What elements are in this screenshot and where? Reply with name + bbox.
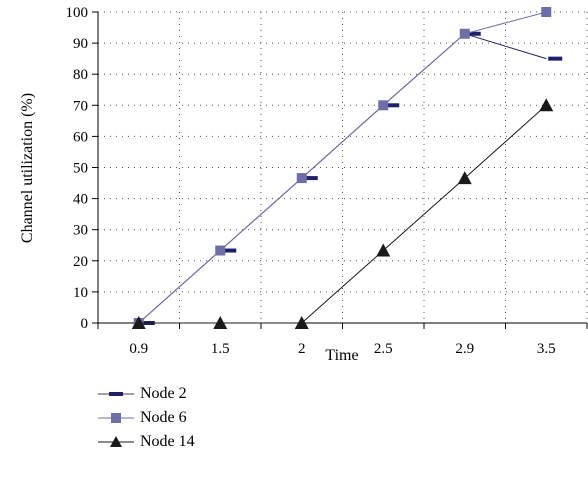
point-node-2-3 [385,103,400,108]
y-tick-label-30: 30 [73,223,88,239]
point-node-6-1 [215,245,226,256]
point-node-14-3 [376,243,391,257]
y-tick-label-20: 20 [73,254,88,270]
point-node-14-4 [457,171,472,185]
y-tick-label-0: 0 [81,316,89,332]
grid-lines [98,11,588,323]
y-tick-label-40: 40 [73,192,88,208]
y-tick-label-90: 90 [73,36,88,52]
y-tick-label-100: 100 [66,5,89,21]
point-node-14-1 [213,316,228,329]
point-node-6-4 [459,28,470,39]
point-node-2-1 [222,248,237,253]
point-node-6-3 [378,100,389,111]
legend-item-node-6: Node 6 [98,406,195,430]
x-tick-label-1.5: 1.5 [211,341,230,357]
point-node-2-5 [548,56,563,61]
point-node-2-2 [303,176,318,181]
x-tick-label-0.9: 0.9 [129,341,148,357]
y-tick-label-60: 60 [73,129,88,145]
legend-label-node-6: Node 6 [140,409,187,426]
series-node-14 [131,98,554,329]
legend-swatch-node-2 [98,392,134,396]
y-tick-label-10: 10 [73,285,88,301]
legend-swatch-node-14 [98,436,134,447]
y-tick-label-80: 80 [73,67,88,83]
legend-swatch-node-6 [98,413,134,423]
point-node-14-5 [539,98,554,112]
y-axis-title: Channel utilization (%) [19,93,36,243]
series-node-2 [138,31,563,325]
y-tick-label-50: 50 [73,161,88,177]
x-tick-label-2: 2 [298,341,306,357]
x-axis-title: Time [325,347,358,364]
legend-label-node-2: Node 2 [140,385,187,402]
x-tick-label-3.5: 3.5 [537,341,556,357]
series-line-0 [138,33,547,324]
point-node-6-2 [296,173,307,184]
series-line-1 [138,11,547,324]
series-line-2 [138,104,547,324]
x-tick-label-2.9: 2.9 [455,341,474,357]
x-axis-ticks: 0.9 1.5 2 2.5 2.9 3.5 [97,323,588,357]
legend-label-node-14: Node 14 [140,433,195,450]
legend-item-node-14: Node 14 [98,430,195,454]
point-node-14-2 [294,316,309,329]
series-group [131,7,563,329]
point-node-14-0 [131,316,146,329]
legend: Node 2 Node 6 Node 14 [98,382,195,454]
point-node-2-4 [466,31,481,36]
point-node-6-5 [541,7,552,17]
legend-item-node-2: Node 2 [98,382,195,406]
x-tick-label-2.5: 2.5 [374,341,393,357]
y-axis-ticks: 0 10 20 30 40 50 60 70 80 90 100 [66,5,98,332]
y-tick-label-70: 70 [73,98,88,114]
